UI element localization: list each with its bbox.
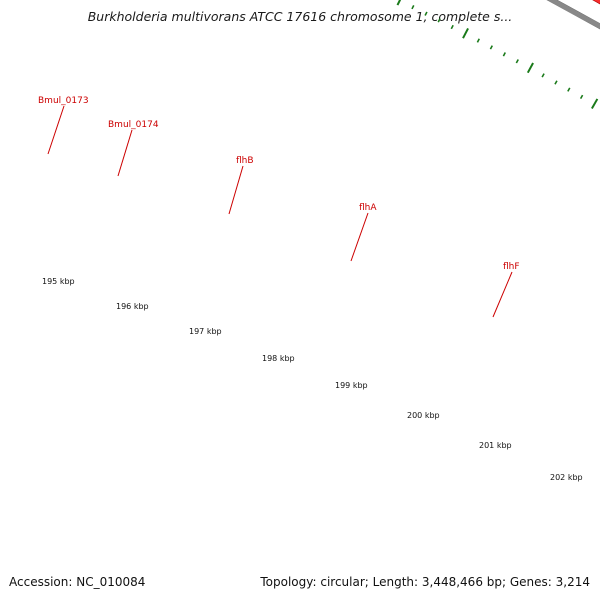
- page-title: Burkholderia multivorans ATCC 17616 chro…: [87, 9, 513, 24]
- major-tick: [396, 0, 402, 6]
- gene-arrow: [592, 0, 600, 5]
- minor-tick: [515, 59, 519, 64]
- scale-label: 199 kbp: [335, 381, 368, 390]
- scale-label: 196 kbp: [116, 302, 149, 311]
- major-tick: [526, 62, 534, 74]
- gene-label-group: Bmul_0173: [38, 96, 89, 155]
- leader-line: [228, 165, 244, 215]
- leader-line: [492, 271, 513, 318]
- gene-label-group: flhF: [492, 262, 520, 318]
- minor-tick: [424, 11, 428, 16]
- outer-tick-ring: [0, 0, 600, 418]
- minor-tick: [411, 4, 415, 10]
- minor-tick: [541, 73, 545, 78]
- minor-tick: [579, 94, 584, 99]
- scale-label: 200 kbp: [407, 411, 440, 420]
- minor-tick: [437, 18, 441, 23]
- major-tick: [591, 98, 599, 109]
- leader-line: [350, 212, 369, 262]
- accession-text: Accession: NC_010084: [9, 575, 146, 589]
- gene-label: flhA: [359, 203, 377, 213]
- leader-line: [47, 105, 65, 155]
- scale-label: 201 kbp: [479, 441, 512, 450]
- scale-label: 197 kbp: [189, 327, 222, 336]
- gene-label: flhB: [236, 156, 254, 166]
- scale-layer: 195 kbp 196 kbp 197 kbp 198 kbp 199 kbp 200 k…: [42, 277, 583, 482]
- minor-tick: [502, 52, 506, 57]
- gene-label: Bmul_0173: [38, 96, 89, 106]
- gene-label-group: Bmul_0174: [108, 120, 159, 177]
- feature-layer: [0, 0, 600, 451]
- gene-label-group: flhA: [350, 203, 377, 262]
- scale-label: 202 kbp: [550, 473, 583, 482]
- gene-label: Bmul_0174: [108, 120, 159, 130]
- gene-label-group: flhB: [228, 156, 254, 215]
- minor-tick: [476, 38, 480, 43]
- label-layer: Bmul_0173 Bmul_0174 flhB flhA flhF: [38, 96, 520, 318]
- leader-line: [117, 129, 133, 177]
- scale-label: 198 kbp: [262, 354, 295, 363]
- gene-label: flhF: [503, 262, 520, 272]
- minor-tick: [450, 24, 454, 30]
- minor-tick: [489, 45, 493, 50]
- gene-layer: [592, 0, 600, 5]
- scale-label: 195 kbp: [42, 277, 75, 286]
- minor-tick: [554, 80, 558, 85]
- inner-tick-ring: [396, 0, 599, 109]
- minor-tick: [567, 87, 571, 92]
- major-tick: [462, 27, 469, 39]
- topology-text: Topology: circular; Length: 3,448,466 bp…: [260, 575, 590, 589]
- feature-band-dark-green: [0, 0, 600, 451]
